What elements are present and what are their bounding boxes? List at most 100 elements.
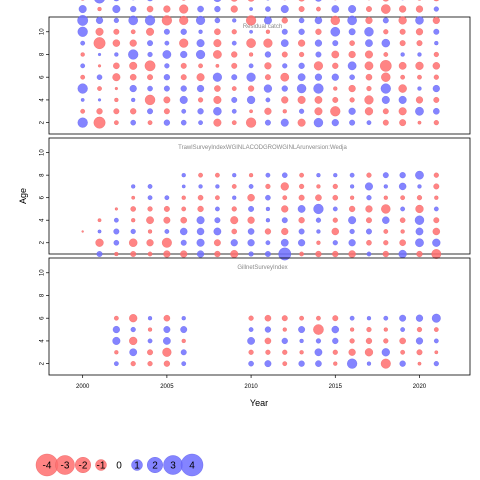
residual-bubble [147, 108, 153, 115]
residual-bubble [198, 120, 203, 125]
residual-bubble [96, 74, 103, 80]
residual-bubble [112, 336, 121, 345]
residual-bubble [264, 337, 272, 345]
residual-bubble [433, 108, 440, 115]
residual-bubble [181, 195, 186, 200]
residual-bubble [315, 338, 321, 344]
residual-bubble [366, 240, 372, 246]
residual-bubble [332, 183, 338, 189]
legend-item: 4 [180, 453, 204, 477]
legend-label: -4 [43, 461, 52, 472]
residual-bubble [400, 206, 405, 212]
residual-bubble [198, 172, 203, 178]
residual-bubble [77, 117, 88, 128]
legend-item: -2 [75, 457, 91, 473]
residual-bubble [144, 94, 156, 106]
residual-bubble [331, 73, 339, 81]
residual-bubble [181, 361, 187, 366]
residual-bubble [147, 349, 153, 356]
residual-bubble [347, 358, 358, 369]
residual-bubble [147, 0, 153, 2]
residual-bubble [146, 216, 154, 225]
residual-bubble [281, 227, 289, 236]
residual-bubble [130, 251, 137, 257]
residual-bubble [314, 107, 323, 116]
residual-bubble [366, 251, 372, 257]
residual-bubble [366, 217, 372, 224]
residual-bubble [179, 4, 189, 14]
residual-bubble [144, 15, 156, 26]
residual-bubble [96, 251, 103, 257]
legend-label: -3 [61, 461, 70, 472]
residual-bubble [230, 239, 238, 247]
residual-bubble [131, 97, 136, 103]
residual-bubble [180, 28, 187, 35]
residual-bubble [80, 63, 86, 69]
residual-bubble [415, 5, 424, 13]
residual-bubble [180, 74, 187, 81]
residual-bubble [146, 239, 154, 247]
residual-bubble [213, 39, 222, 48]
residual-bubble [196, 238, 205, 247]
residual-bubble [281, 315, 288, 322]
residual-bubble [129, 85, 137, 93]
residual-bubble [366, 361, 372, 366]
legend-item: -3 [55, 455, 75, 475]
residual-bubble [315, 360, 322, 367]
residual-bubble [433, 361, 439, 367]
residual-bubble [432, 227, 441, 236]
residual-bubble [332, 62, 339, 69]
residual-bubble [400, 74, 405, 80]
residual-bubble [163, 96, 171, 104]
residual-bubble [348, 5, 357, 13]
residual-bubble [366, 228, 372, 235]
residual-bubble [147, 338, 153, 344]
residual-bubble [162, 50, 172, 59]
residual-bubble [147, 206, 153, 212]
residual-bubble [179, 95, 188, 104]
residual-bubble [382, 108, 389, 115]
residual-bubble [163, 5, 171, 13]
residual-bubble [265, 206, 271, 212]
residual-bubble [114, 350, 119, 355]
residual-bubble [215, 184, 220, 189]
residual-bubble [348, 348, 356, 356]
residual-bubble [433, 0, 440, 2]
residual-bubble [366, 195, 372, 201]
panels-group: Residual catch 2 4 6 8 10 TrawlSurveyIndexWGIN… [40, 0, 471, 376]
residual-bubble [415, 204, 424, 214]
residual-bubble [265, 251, 271, 257]
residual-bubble [383, 315, 389, 321]
x-tick-label: 2010 [244, 384, 258, 390]
residual-bubble [299, 51, 305, 58]
residual-bubble [114, 251, 119, 257]
residual-bubble [365, 205, 373, 213]
residual-bubble [414, 215, 425, 225]
residual-bubble [213, 239, 221, 247]
residual-bubble [330, 106, 341, 117]
residual-bubble [231, 29, 237, 35]
residual-bubble [97, 229, 102, 234]
residual-bubble [383, 229, 389, 234]
residual-bubble [147, 184, 153, 189]
residual-bubble [314, 96, 323, 104]
residual-bubble [431, 249, 442, 259]
residual-bubble [366, 316, 372, 321]
residual-bubble [347, 61, 357, 71]
panel-frame [48, 257, 471, 376]
residual-bubble [129, 39, 137, 47]
x-tick-label: 2000 [76, 384, 90, 390]
residual-bubble [129, 238, 138, 247]
residual-bubble [80, 108, 86, 114]
y-tick-label: 8 [40, 52, 46, 56]
residual-bubble [163, 28, 170, 35]
residual-bubble [383, 327, 388, 332]
residual-bubble [282, 63, 288, 69]
residual-bubble [180, 85, 187, 92]
residual-bubble [129, 73, 137, 81]
residual-bubble [364, 27, 374, 37]
residual-bubble [114, 52, 119, 57]
residual-bubble [95, 238, 104, 247]
residual-bubble [349, 74, 355, 80]
residual-bubble [231, 86, 237, 91]
